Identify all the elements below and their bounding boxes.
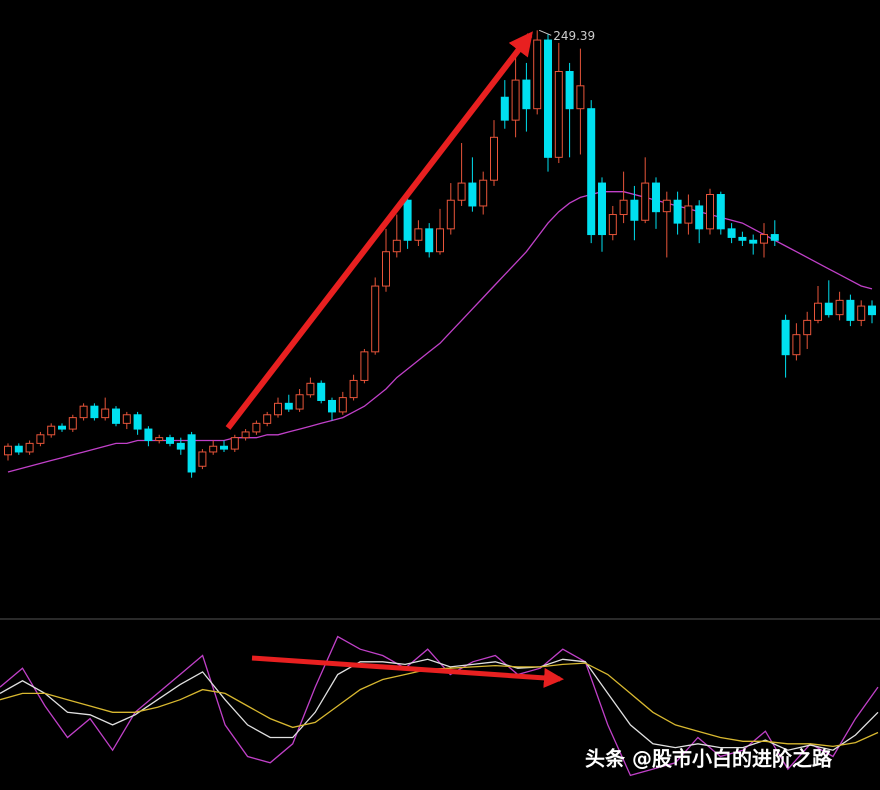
candle-body bbox=[166, 437, 174, 444]
candle-body bbox=[295, 394, 304, 410]
candle-body bbox=[652, 182, 660, 213]
candle-body bbox=[144, 428, 153, 442]
candle-body bbox=[619, 199, 628, 216]
candle-body bbox=[25, 442, 34, 453]
candle-body bbox=[727, 228, 736, 238]
watermark: 头条 @股市小白的进阶之路 bbox=[585, 747, 833, 771]
peak-label: 249.39 bbox=[553, 29, 595, 43]
candle-body bbox=[479, 179, 488, 207]
indicator-line bbox=[0, 658, 879, 751]
candle-body bbox=[436, 228, 444, 253]
trend-arrow bbox=[225, 31, 533, 430]
candle-body bbox=[14, 445, 23, 453]
candle-body bbox=[133, 414, 142, 430]
candle-body bbox=[155, 437, 164, 442]
candle-body bbox=[803, 319, 812, 336]
candle-body bbox=[544, 39, 552, 158]
candle-body bbox=[868, 305, 876, 316]
candle-body bbox=[252, 422, 261, 433]
candle-body bbox=[220, 445, 228, 450]
candle-body bbox=[338, 397, 347, 413]
candle-body bbox=[814, 302, 822, 321]
indicator-line bbox=[0, 635, 879, 777]
candle-body bbox=[749, 239, 758, 244]
candle-body bbox=[101, 408, 110, 419]
candle-body bbox=[760, 234, 768, 244]
candle-body bbox=[403, 199, 412, 241]
candle-body bbox=[824, 302, 833, 316]
candle-body bbox=[792, 334, 801, 356]
candle-body bbox=[112, 408, 120, 424]
candle-body bbox=[414, 228, 423, 241]
price-pane: 249.39 bbox=[4, 29, 876, 478]
candle-body bbox=[317, 382, 326, 401]
candle-body bbox=[230, 437, 239, 450]
candle-body bbox=[565, 71, 574, 110]
candle-body bbox=[198, 451, 207, 467]
candle-body bbox=[716, 194, 725, 230]
candle-body bbox=[306, 382, 315, 396]
candle-body bbox=[706, 194, 714, 230]
candle-body bbox=[684, 205, 693, 224]
candle-body bbox=[382, 251, 390, 287]
candle-body bbox=[209, 445, 218, 453]
divergence-arrow bbox=[251, 655, 564, 688]
peak-pointer bbox=[539, 29, 552, 36]
candle-body bbox=[4, 445, 12, 456]
candle-body bbox=[846, 299, 855, 321]
candle-body bbox=[328, 399, 336, 413]
candle-body bbox=[274, 402, 282, 416]
candle-body bbox=[490, 136, 498, 181]
candle-body bbox=[695, 205, 704, 230]
candle-body bbox=[58, 425, 66, 430]
candle-body bbox=[446, 199, 455, 230]
candle-body bbox=[587, 108, 596, 236]
candle-body bbox=[457, 182, 466, 201]
candle-body bbox=[662, 199, 671, 213]
candle-body bbox=[500, 96, 509, 121]
candle-body bbox=[425, 228, 434, 253]
candle-body bbox=[673, 199, 682, 224]
candle-body bbox=[598, 182, 606, 236]
indicator-line bbox=[0, 662, 879, 748]
candle-body bbox=[187, 434, 196, 473]
candle-body bbox=[36, 434, 45, 444]
candle-body bbox=[47, 425, 56, 436]
candle-body bbox=[533, 39, 542, 110]
candle-body bbox=[511, 79, 520, 121]
candle-body bbox=[79, 405, 88, 419]
candle-body bbox=[176, 442, 185, 450]
candle-body bbox=[90, 405, 99, 419]
candle-body bbox=[68, 417, 77, 430]
candle-body bbox=[522, 79, 531, 110]
candle-body bbox=[857, 305, 866, 321]
candle-body bbox=[241, 431, 250, 439]
candle-body bbox=[554, 71, 563, 158]
candle-body bbox=[835, 299, 844, 316]
candle-body bbox=[468, 182, 477, 207]
candle-body bbox=[738, 236, 747, 241]
candle-body bbox=[781, 319, 790, 356]
candle-body bbox=[630, 199, 639, 221]
candle-body bbox=[770, 234, 779, 241]
candle-body bbox=[360, 351, 369, 381]
candle-body bbox=[284, 402, 293, 410]
candle-body bbox=[641, 182, 650, 221]
candle-body bbox=[122, 414, 131, 424]
candle-body bbox=[263, 414, 272, 424]
candle-body bbox=[371, 285, 380, 353]
candle-body bbox=[392, 239, 401, 253]
candle-body bbox=[576, 85, 585, 110]
candle-body bbox=[349, 379, 358, 399]
candle-body bbox=[608, 214, 617, 236]
